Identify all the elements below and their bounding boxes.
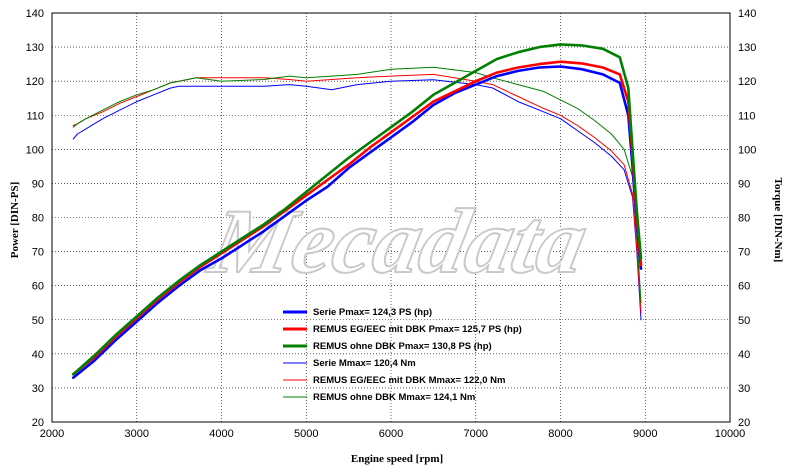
y-tick-label-left: 110 <box>26 110 44 122</box>
series-line <box>72 66 642 304</box>
x-tick-label: 2000 <box>40 428 64 440</box>
legend: Serie Pmax= 124,3 PS (hp) REMUS EG/EEC mi… <box>283 307 522 403</box>
y-tick-label-right: 20 <box>738 417 750 429</box>
y-tick-labels-left: 20 30 40 50 60 70 80 90 100 110 120 130 140 <box>26 8 44 429</box>
series-line <box>71 43 643 376</box>
y-tick-label-left: 50 <box>32 315 44 327</box>
y-tick-label-left: 30 <box>32 383 44 395</box>
x-tick-labels: 2000 3000 4000 5000 6000 7000 8000 9000 10000 <box>40 428 746 440</box>
legend-entry: REMUS ohne DBK Pmax= 130,8 PS (hp) <box>313 341 492 352</box>
y-tick-label-left: 20 <box>32 417 44 429</box>
legend-entry: REMUS EG/EEC mit DBK Pmax= 125,7 PS (hp) <box>313 324 522 335</box>
y-tick-label-right: 60 <box>738 281 750 293</box>
legend-entry: Serie Mmax= 120,4 Nm <box>313 358 416 369</box>
y-axis-title-left: Power [DIN-PS] <box>9 182 21 258</box>
x-tick-label: 8000 <box>548 428 572 440</box>
y-tick-label-right: 80 <box>738 213 750 225</box>
y-tick-label-right: 50 <box>738 315 750 327</box>
y-tick-label-right: 120 <box>738 76 756 88</box>
y-tick-label-right: 130 <box>738 42 756 54</box>
x-tick-label: 10000 <box>715 428 746 440</box>
y-tick-label-right: 90 <box>738 178 750 190</box>
x-tick-label: 4000 <box>209 428 233 440</box>
x-tick-label: 5000 <box>294 428 318 440</box>
x-tick-label: 6000 <box>379 428 403 440</box>
y-tick-label-left: 140 <box>26 8 44 20</box>
legend-entry: Serie Pmax= 124,3 PS (hp) <box>313 307 432 318</box>
y-tick-label-right: 40 <box>738 349 750 361</box>
series-line <box>72 79 642 321</box>
y-tick-labels-right: 20 30 40 50 60 70 80 90 100 110 120 130 140 <box>738 8 756 429</box>
y-tick-label-left: 90 <box>32 178 44 190</box>
legend-entry: REMUS EG/EEC mit DBK Mmax= 122,0 Nm <box>313 375 505 386</box>
y-tick-label-left: 130 <box>26 42 44 54</box>
series-lines <box>71 43 643 379</box>
y-tick-label-left: 120 <box>26 76 44 88</box>
y-tick-label-left: 70 <box>32 247 44 259</box>
y-tick-label-left: 40 <box>32 349 44 361</box>
x-tick-label: 3000 <box>125 428 149 440</box>
x-tick-label: 9000 <box>633 428 657 440</box>
series-line <box>72 73 642 314</box>
y-axis-title-right: Torque [DIN-Nm] <box>772 178 784 263</box>
y-tick-label-left: 100 <box>26 144 44 156</box>
plot-frame <box>51 12 731 423</box>
y-tick-label-right: 30 <box>738 383 750 395</box>
watermark-text: Mecadata <box>199 191 596 293</box>
legend-entry: REMUS ohne DBK Mmax= 124,1 Nm <box>313 392 475 403</box>
y-tick-label-left: 80 <box>32 213 44 225</box>
y-tick-label-right: 100 <box>738 144 756 156</box>
x-axis-title: Engine speed [rpm] <box>351 453 443 465</box>
series-line <box>71 60 643 376</box>
y-tick-label-left: 60 <box>32 281 44 293</box>
series-line <box>71 65 643 379</box>
y-tick-label-right: 70 <box>738 247 750 259</box>
x-tick-label: 7000 <box>464 428 488 440</box>
y-tick-label-right: 140 <box>738 8 756 20</box>
y-tick-label-right: 110 <box>738 110 756 122</box>
